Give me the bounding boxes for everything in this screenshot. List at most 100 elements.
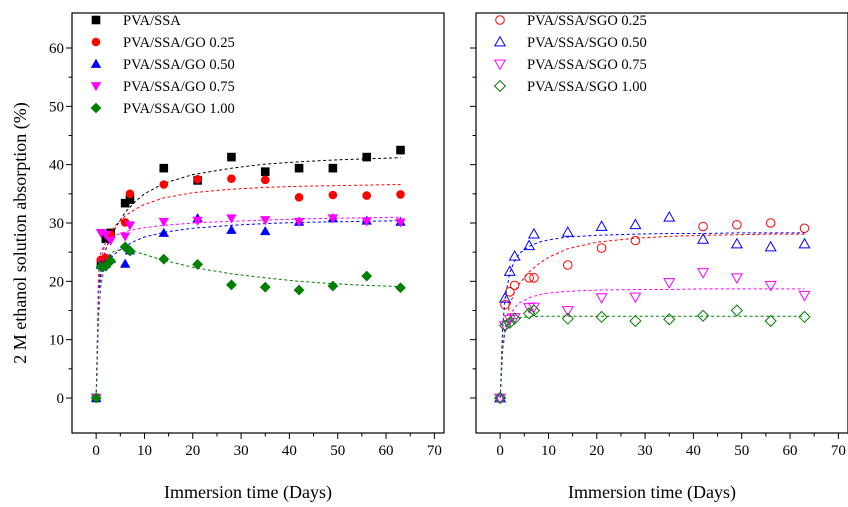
data-point-pva-ssa-sgo-0-25 [500,299,510,310]
data-point-pva-ssa [328,163,338,173]
data-point-pva-ssa-go-0-25 [294,193,304,202]
data-point-pva-ssa [260,167,270,176]
data-point-pva-ssa-sgo-1-00 [561,312,574,325]
data-point-pva-ssa-go-1-00 [192,259,204,270]
panel-right-ethanol-absorption: 0 10 20 30 40 50 60 70 Immersion time (Days) PVA/… [470,12,848,503]
series-pva-ssa [91,145,405,403]
panel-left-ethanol-absorption: 0 10 20 30 40 50 60 70 0 10 20 30 40 50 60 Immersion ti… [10,12,445,503]
data-point-pva-ssa-sgo-0-50 [508,250,521,261]
data-point-pva-ssa-sgo-0-75 [764,281,777,292]
data-point-pva-ssa-sgo-1-00 [523,307,536,320]
legend-marker-pva-ssa [91,15,101,25]
series-pva-ssa-sgo-0-50 [494,210,811,403]
left-y-tick-label: 10 [49,333,64,349]
data-point-pva-ssa-sgo-0-75 [629,292,642,304]
data-point-pva-ssa-sgo-1-00 [730,304,743,317]
right-x-tick-label: 70 [831,443,846,459]
data-point-pva-ssa-go-1-00 [158,253,170,265]
data-point-pva-ssa-sgo-1-00 [498,319,512,332]
data-point-pva-ssa-sgo-1-00 [503,316,516,329]
data-point-pva-ssa-go-0-75 [293,217,305,228]
fit-line-pva-ssa-go-0-50 [95,220,401,399]
data-point-pva-ssa-go-0-75 [100,230,112,240]
data-point-pva-ssa-sgo-1-00 [508,312,521,325]
left-x-tick-label: 30 [234,443,249,459]
series-pva-ssa-sgo-0-25 [495,218,810,403]
data-point-pva-ssa-sgo-0-25 [630,235,641,246]
right-x-tick-label: 50 [734,443,749,459]
data-point-pva-ssa-sgo-0-50 [523,239,536,251]
data-point-pva-ssa-sgo-1-00 [595,310,608,324]
data-point-pva-ssa-sgo-0-50 [697,233,710,244]
data-point-pva-ssa-go-0-75 [327,214,339,224]
data-point-pva-ssa-go-0-50 [226,224,237,234]
data-point-pva-ssa-go-0-25 [125,189,135,199]
data-point-pva-ssa-go-0-25 [396,190,405,199]
data-point-pva-ssa-go-0-75 [192,216,203,226]
data-point-pva-ssa-sgo-0-25 [698,221,708,232]
data-point-pva-ssa-sgo-0-25 [596,243,607,253]
data-point-pva-ssa-go-1-00 [395,282,406,294]
fit-line-pva-ssa-sgo-0-50 [499,232,805,399]
left-x-tick-label: 10 [137,443,152,459]
legend-label-pva-ssa-go-0-50: PVA/SSA/GO 0.50 [123,57,235,73]
left-x-axis-title: Immersion time (Days) [164,482,332,502]
data-point-pva-ssa-sgo-1-00 [696,309,710,322]
data-point-pva-ssa [396,145,405,155]
right-x-tick-label: 30 [638,443,653,459]
data-point-pva-ssa [159,163,169,173]
data-point-pva-ssa-sgo-0-25 [562,260,573,270]
data-point-pva-ssa-go-0-50 [119,258,131,268]
data-point-pva-ssa-go-0-25 [159,180,169,189]
data-point-pva-ssa-go-1-00 [124,245,136,257]
left-y-tick-label: 60 [49,41,64,57]
right-plot-frame [475,12,848,434]
left-y-tick-label: 20 [49,274,64,290]
data-point-pva-ssa-go-0-25 [227,174,236,183]
data-point-pva-ssa-sgo-0-75 [561,306,574,317]
data-point-pva-ssa-sgo-0-50 [595,220,608,231]
data-point-pva-ssa-go-1-00 [90,392,102,404]
data-point-pva-ssa-go-1-00 [119,241,131,253]
data-point-pva-ssa-sgo-0-75 [730,273,743,285]
data-point-pva-ssa-sgo-1-00 [764,314,777,328]
series-pva-ssa-sgo-1-00 [494,304,811,405]
data-point-pva-ssa-go-1-00 [95,261,107,273]
series-pva-ssa-go-0-50 [90,213,406,402]
data-point-pva-ssa-go-1-00 [361,270,373,282]
series-pva-ssa-sgo-0-75 [494,268,811,405]
data-point-pva-ssa-sgo-1-00 [663,313,676,326]
data-point-pva-ssa-sgo-1-00 [798,310,811,324]
fit-line-pva-ssa [95,157,401,399]
data-point-pva-ssa-sgo-1-00 [494,391,507,405]
data-point-pva-ssa-sgo-0-25 [799,223,810,234]
data-point-pva-ssa-sgo-0-25 [765,218,776,228]
data-point-pva-ssa-sgo-0-75 [595,293,608,304]
data-point-pva-ssa [362,152,372,162]
data-point-pva-ssa-go-0-75 [158,217,169,228]
right-x-tick-label: 0 [496,443,504,459]
fit-line-pva-ssa-sgo-1-00 [499,315,805,399]
data-point-pva-ssa-sgo-0-50 [629,218,642,230]
right-x-tick-label: 60 [783,443,798,459]
legend-marker-pva-ssa-go-0-75 [90,82,102,92]
left-y-axis-title: 2 M ethanol solution absorption (%) [10,102,31,363]
left-y-tick-label: 40 [49,158,64,174]
data-point-pva-ssa-go-1-00 [293,284,305,296]
legend-marker-pva-ssa-sgo-0-50 [493,35,507,47]
data-point-pva-ssa-go-0-75 [361,217,372,227]
data-point-pva-ssa-sgo-0-25 [529,273,539,283]
series-pva-ssa-go-0-25 [91,174,405,403]
legend-label-pva-ssa-go-1-00: PVA/SSA/GO 1.00 [123,101,235,117]
data-point-pva-ssa-sgo-0-50 [730,237,743,249]
right-legend: PVA/SSA/SGO 0.25 PVA/SSA/SGO 0.50 PVA/SSA/… [493,13,647,95]
data-point-pva-ssa-go-0-75 [395,218,406,228]
series-pva-ssa-go-0-75 [90,214,406,404]
data-point-pva-ssa-sgo-0-75 [697,268,710,279]
legend-label-pva-ssa-go-0-75: PVA/SSA/GO 0.75 [123,79,235,95]
legend-label-pva-ssa-sgo-0-25: PVA/SSA/SGO 0.25 [527,13,647,29]
legend-label-pva-ssa-go-0-25: PVA/SSA/GO 0.25 [123,35,235,51]
data-point-pva-ssa-sgo-0-50 [798,237,811,249]
